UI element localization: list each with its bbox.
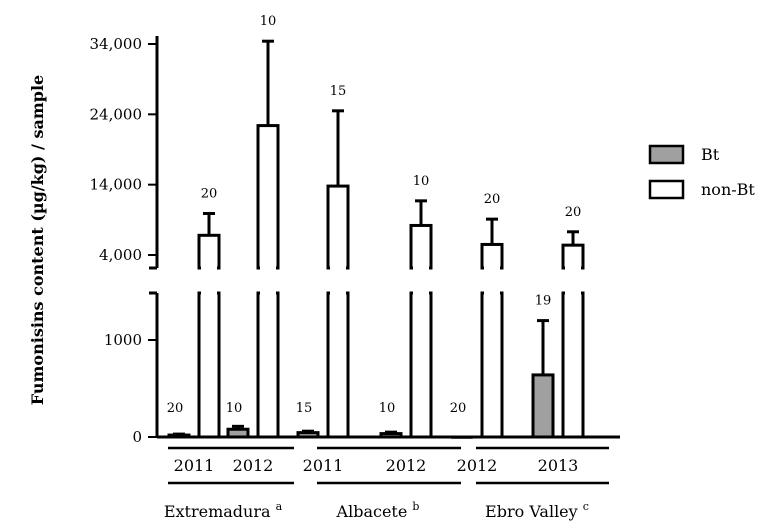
- nonbt-0-bar: [197, 291, 221, 439]
- y-axis-label: Fumonisins content (µg/kg) / sample: [28, 75, 47, 405]
- bt-4-bar: [451, 435, 473, 439]
- bt-3-bar: [379, 432, 403, 439]
- nonbt-5-bar: [561, 291, 585, 439]
- legend-label: non-Bt: [701, 180, 755, 199]
- year-label: 2013: [538, 456, 579, 475]
- region-label: Extremadura a: [164, 500, 283, 521]
- bt-0-n-label: 20: [167, 401, 184, 416]
- nonbt-2-bar: [326, 291, 350, 439]
- legend-label: Bt: [701, 145, 720, 164]
- bar-layer: [167, 39, 585, 439]
- bt-4-n-label: 20: [450, 401, 467, 416]
- nonbt-3-n-label: 10: [413, 174, 430, 189]
- nonbt-0-n-label: 20: [201, 187, 218, 202]
- nonbt-2-n-label: 15: [330, 84, 347, 99]
- bt-2-n-label: 15: [296, 401, 313, 416]
- y-tick-label: 24,000: [90, 105, 143, 123]
- region-superscript: a: [276, 500, 283, 513]
- y-tick-label: 1000: [104, 331, 142, 349]
- year-label: 2012: [457, 456, 498, 475]
- label-layer: 20 20 2011 10 10 2012 15 15 2011 10 10 2012 20 20 2012…: [164, 14, 589, 521]
- nonbt-5-bar-upper: [561, 243, 585, 270]
- nonbt-5-n-label: 20: [565, 205, 582, 220]
- year-label: 2011: [174, 456, 215, 475]
- legend-swatch-bt: [648, 144, 685, 165]
- year-label: 2012: [386, 456, 427, 475]
- nonbt-1-bar-upper: [256, 124, 280, 270]
- nonbt-4-bar-upper: [480, 242, 504, 270]
- nonbt-4-n-label: 20: [484, 192, 501, 207]
- nonbt-4-bar: [480, 291, 504, 439]
- region-superscript: b: [412, 500, 419, 513]
- y-tick-label: 4,000: [99, 246, 142, 264]
- legend: Bt non-Bt: [648, 144, 755, 200]
- bt-2-bar: [296, 431, 320, 439]
- nonbt-3-bar-upper: [409, 223, 433, 270]
- year-label: 2011: [303, 456, 344, 475]
- nonbt-1-bar: [256, 291, 280, 439]
- bt-5-bar: [531, 373, 555, 439]
- bt-1-bar: [226, 427, 250, 439]
- nonbt-1-n-label: 10: [260, 14, 277, 29]
- region-label: Ebro Valley c: [485, 500, 589, 521]
- nonbt-0-bar-upper: [197, 233, 221, 270]
- region-label: Albacete b: [336, 500, 420, 521]
- y-tick-label: 34,000: [90, 35, 143, 53]
- y-tick-label: 0: [132, 428, 142, 446]
- bt-1-n-label: 10: [226, 401, 243, 416]
- bt-5-n-label: 19: [535, 294, 552, 309]
- bt-3-n-label: 10: [379, 401, 396, 416]
- region-superscript: c: [583, 500, 589, 513]
- year-label: 2012: [233, 456, 274, 475]
- nonbt-2-bar-upper: [326, 184, 350, 270]
- legend-swatch-non-bt: [648, 179, 685, 200]
- y-tick-label: 14,000: [90, 176, 143, 194]
- nonbt-3-bar: [409, 291, 433, 439]
